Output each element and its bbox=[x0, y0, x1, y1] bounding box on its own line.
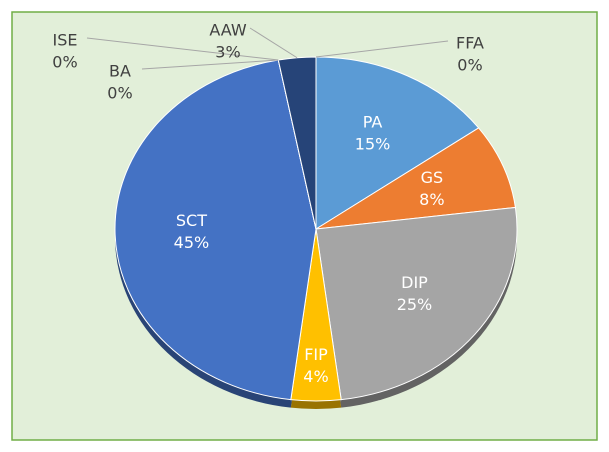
slice-value: 15% bbox=[355, 134, 391, 153]
slice-label: PA bbox=[363, 112, 383, 131]
slice-label: AAW bbox=[209, 21, 246, 40]
slice bbox=[315, 127, 516, 230]
slice-value: 3% bbox=[215, 43, 240, 62]
slice-value: 8% bbox=[419, 190, 444, 209]
leader-line bbox=[315, 40, 449, 58]
slice bbox=[114, 59, 317, 401]
slice-label: FIP bbox=[304, 345, 328, 364]
slice bbox=[315, 56, 480, 230]
slice-label: SCT bbox=[176, 211, 207, 230]
slice-value: 45% bbox=[174, 233, 210, 252]
slice-label: ISE bbox=[53, 31, 78, 50]
slice-label: FFA bbox=[456, 34, 484, 53]
slice-value: 0% bbox=[457, 56, 482, 75]
leader-line bbox=[141, 59, 279, 70]
slice-value: 0% bbox=[107, 84, 132, 103]
leader-line bbox=[249, 27, 298, 59]
slice-label: BA bbox=[109, 62, 131, 81]
slice-value: 4% bbox=[303, 367, 328, 386]
slice bbox=[315, 206, 518, 401]
leader-line bbox=[86, 37, 279, 61]
slice-value: 0% bbox=[52, 53, 77, 72]
slice-label: DIP bbox=[401, 273, 428, 292]
slice-value: 25% bbox=[397, 295, 433, 314]
slice-label: GS bbox=[421, 168, 444, 187]
